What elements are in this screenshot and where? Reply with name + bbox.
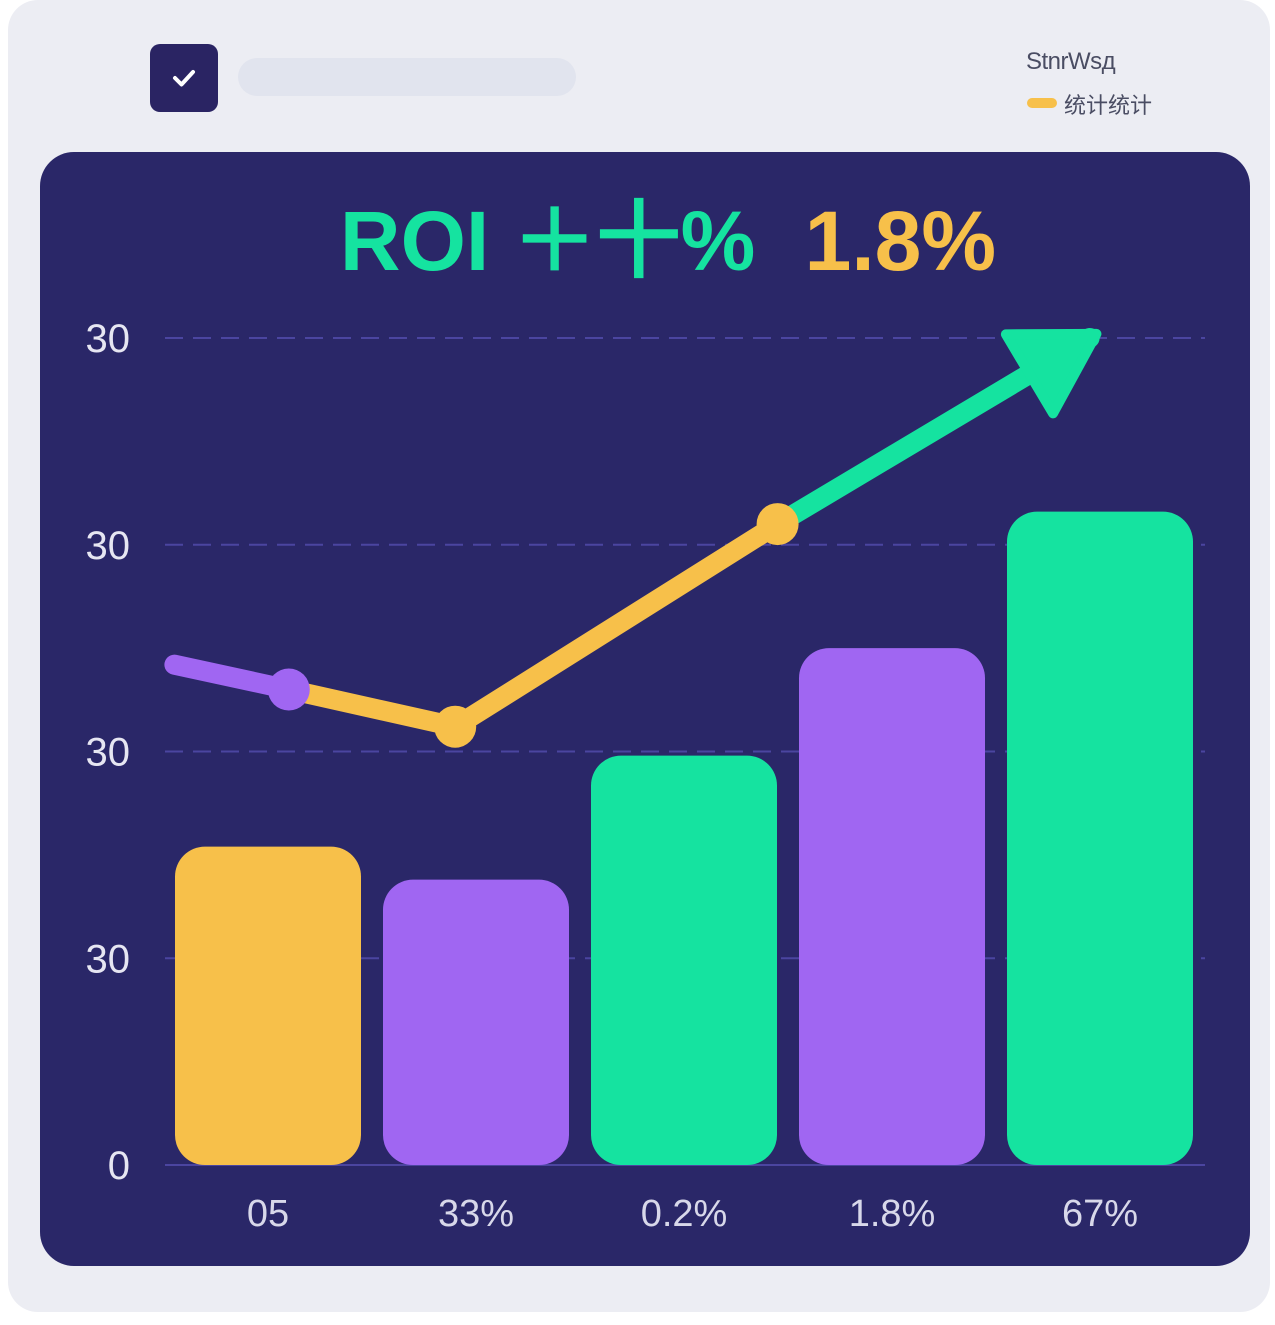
trend-point <box>267 668 310 711</box>
legend-title: StnrWsд <box>1026 48 1116 75</box>
legend-label: 统计统计 <box>1064 93 1153 118</box>
x-axis-ticks: 05 33% 0.2% 1.8% 67% <box>247 1193 1138 1235</box>
bar-1 <box>175 846 361 1165</box>
legend-swatch <box>1027 98 1057 108</box>
check-icon <box>173 70 195 87</box>
chart-title-value: 1.8% <box>805 194 996 288</box>
trend-segment <box>445 514 788 737</box>
y-tick-label: 30 <box>86 731 131 775</box>
trend-line <box>164 328 1102 748</box>
bars <box>175 511 1193 1165</box>
y-axis-ticks: 0 30 30 30 30 <box>86 317 131 1188</box>
x-tick-label: 05 <box>247 1193 289 1235</box>
bar-3 <box>591 755 777 1165</box>
y-tick-label: 30 <box>86 524 131 568</box>
chart-title-roi: ROI ＋十% <box>340 194 755 288</box>
x-tick-label: 33% <box>438 1193 514 1235</box>
bar-4 <box>799 648 985 1165</box>
trend-point <box>434 705 477 748</box>
y-tick-label: 30 <box>86 317 131 361</box>
x-tick-label: 1.8% <box>849 1193 936 1235</box>
bar-2 <box>383 879 569 1165</box>
header-placeholder-bar <box>238 58 576 96</box>
y-tick-label: 0 <box>108 1144 130 1188</box>
trend-point <box>756 503 799 546</box>
legend: StnrWsд 统计统计 <box>1008 44 1208 124</box>
x-tick-label: 0.2% <box>641 1193 728 1235</box>
checkbox[interactable] <box>150 44 218 112</box>
trend-arrow-head <box>1000 328 1102 419</box>
x-tick-label: 67% <box>1062 1193 1138 1235</box>
y-tick-label: 30 <box>86 937 131 981</box>
bar-5 <box>1007 511 1193 1165</box>
chart-title: ROI ＋十% 1.8% <box>340 194 996 288</box>
trend-segment <box>278 679 466 737</box>
